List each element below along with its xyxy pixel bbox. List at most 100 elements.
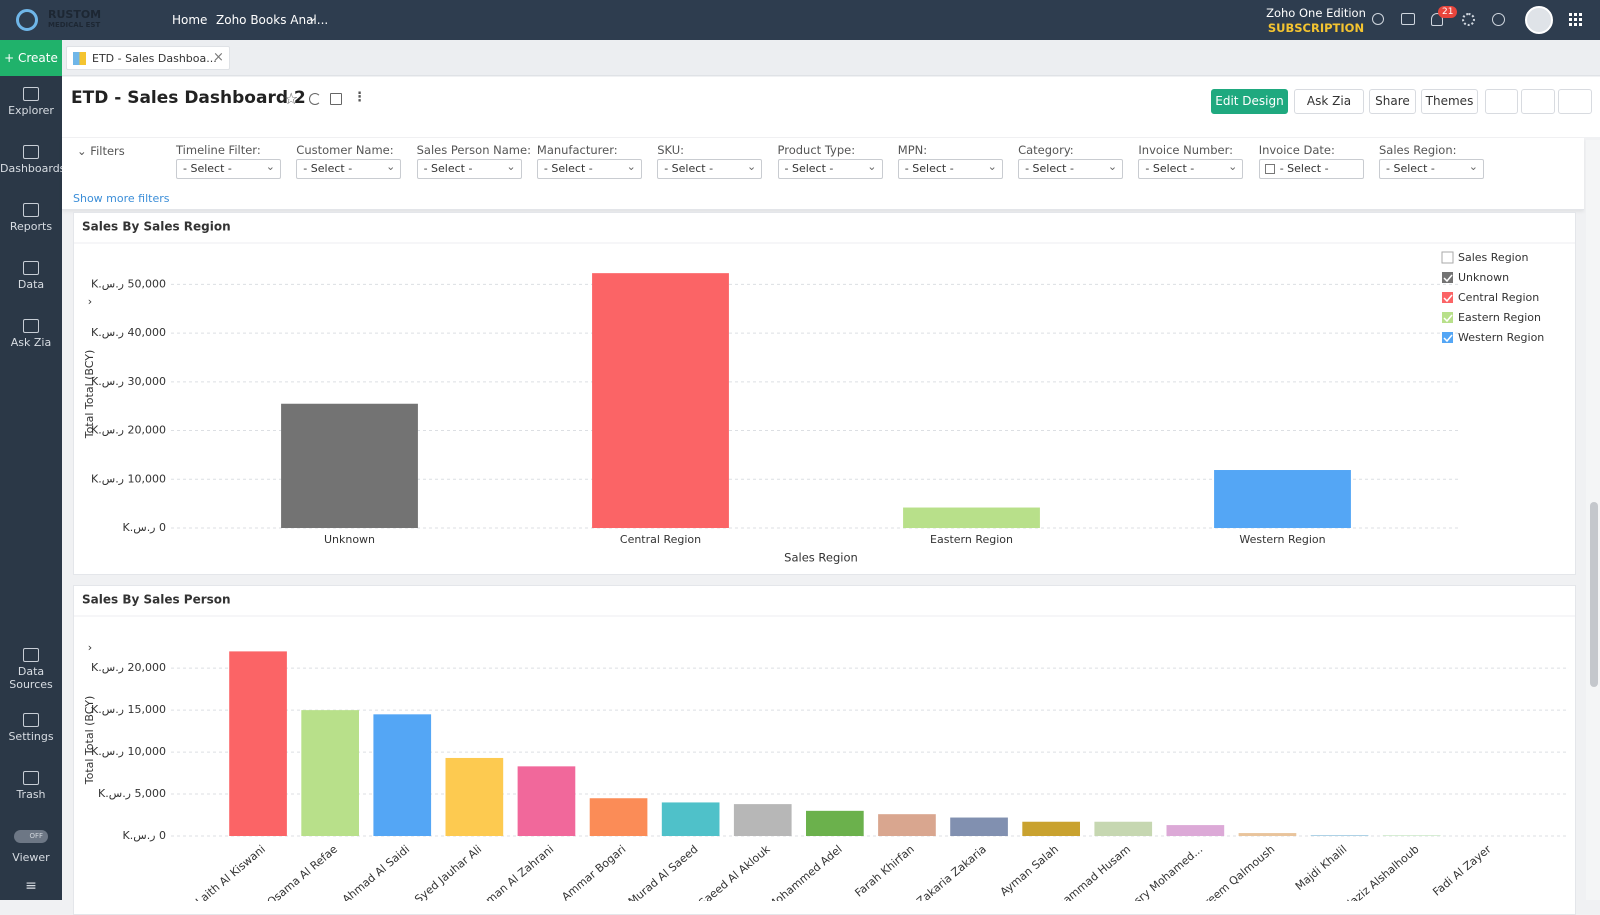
dropdown-arrow: ⌄ bbox=[1108, 158, 1117, 176]
bar bbox=[950, 818, 1008, 836]
create-label: Create bbox=[18, 51, 58, 65]
filter-dropdown[interactable]: - Select -⌄ bbox=[296, 159, 401, 179]
share-button[interactable]: Share bbox=[1369, 89, 1416, 114]
subscription[interactable]: SUBSCRIPTION bbox=[1260, 21, 1372, 35]
settings-button[interactable] bbox=[1558, 89, 1592, 114]
bar bbox=[1022, 822, 1080, 836]
filter-dropdown[interactable]: - Select -⌄ bbox=[417, 159, 522, 179]
x-tick-label: Farah Khirfan bbox=[852, 843, 916, 900]
avatar[interactable] bbox=[1525, 6, 1553, 34]
nav-reports[interactable]: Reports bbox=[0, 203, 62, 233]
logo-text: RUSTOM bbox=[48, 10, 101, 20]
y-tick-label: 10,000 ر.س.K bbox=[91, 745, 166, 758]
comment-button[interactable] bbox=[1521, 89, 1555, 114]
filter-placeholder: - Select - bbox=[544, 162, 593, 175]
filter-dropdown[interactable]: - Select - ⌄ bbox=[1018, 159, 1123, 179]
filter-dropdown[interactable]: - Select -⌄ bbox=[176, 159, 281, 179]
search-icon[interactable] bbox=[1372, 13, 1384, 25]
filter-dropdown[interactable]: - Select -⌄ bbox=[778, 159, 883, 179]
edition: Zoho One Edition bbox=[1260, 6, 1372, 20]
nav-data-sources[interactable]: Data Sources bbox=[0, 648, 62, 691]
legend-label: Eastern Region bbox=[1458, 311, 1541, 324]
apps-icon[interactable] bbox=[1569, 13, 1582, 26]
filter-label: Product Type: bbox=[778, 143, 856, 157]
nav-dashboards[interactable]: Dashboards bbox=[0, 145, 62, 175]
more-icon[interactable]: ⋮ bbox=[353, 90, 366, 105]
nav-settings[interactable]: Settings bbox=[0, 713, 62, 743]
x-axis-label: Sales Region bbox=[784, 551, 858, 565]
x-tick-label: areem Qalmoush bbox=[1197, 843, 1278, 901]
filter-dropdown[interactable]: - Select -⌄ bbox=[1379, 159, 1484, 179]
filter-placeholder: - Select - bbox=[1266, 162, 1329, 175]
filter-dropdown[interactable]: - Select -⌄ bbox=[657, 159, 762, 179]
filter-label: MPN: bbox=[898, 143, 927, 157]
tab-close[interactable]: × bbox=[213, 50, 224, 65]
tab[interactable]: ETD - Sales Dashboa... × bbox=[66, 46, 230, 70]
y-tick-label: 30,000 ر.س.K bbox=[91, 375, 166, 388]
collapse-icon[interactable]: ≡ bbox=[0, 880, 62, 893]
x-tick-label: Saeed Al Aklouk bbox=[696, 842, 773, 901]
x-tick-label: hman Al Zahrani bbox=[478, 843, 556, 901]
nav-ask-zia[interactable]: Ask Zia bbox=[0, 319, 62, 349]
ask-zia-button[interactable]: Ask Zia bbox=[1294, 89, 1364, 114]
filter-label: Category: bbox=[1018, 143, 1074, 157]
filters-toggle[interactable]: ⌄ Filters bbox=[77, 144, 125, 158]
edit-design-button[interactable]: Edit Design bbox=[1211, 89, 1288, 114]
scroll-thumb[interactable] bbox=[1590, 502, 1598, 687]
legend-title: Sales Region bbox=[1458, 251, 1528, 264]
x-tick-label: Central Region bbox=[620, 533, 701, 546]
filter-placeholder: - Select - bbox=[1145, 162, 1194, 175]
nav-home[interactable]: Home bbox=[172, 13, 207, 27]
bar bbox=[281, 404, 418, 528]
filter-placeholder: - Select - bbox=[1025, 162, 1074, 175]
x-tick-label: Murad Al Saeed bbox=[626, 843, 701, 901]
y-tick-label: 40,000 ر.س.K bbox=[91, 326, 166, 339]
bar bbox=[878, 814, 936, 836]
filter-label: Invoice Date: bbox=[1259, 143, 1335, 157]
tab-icon bbox=[73, 52, 86, 65]
filter-dropdown[interactable]: - Select -⌄ bbox=[537, 159, 642, 179]
legend-label: Unknown bbox=[1458, 271, 1509, 284]
favorite-icon[interactable]: ☆ bbox=[284, 89, 298, 108]
bar bbox=[1214, 470, 1351, 528]
legend-label: Western Region bbox=[1458, 331, 1544, 344]
filter-label: Manufacturer: bbox=[537, 143, 618, 157]
y-tick-label: 15,000 ر.س.K bbox=[91, 703, 166, 716]
bar bbox=[518, 766, 576, 836]
label: Settings bbox=[8, 730, 53, 743]
x-tick-label: Fadi Al Zayer bbox=[1430, 842, 1494, 898]
x-tick-label: d Zakaria Zakaria bbox=[906, 843, 989, 901]
chat-icon[interactable] bbox=[1401, 13, 1415, 25]
y-axis-label: Total Total (BCY) bbox=[83, 696, 96, 786]
bar bbox=[662, 802, 720, 836]
create-button[interactable]: + Create bbox=[0, 40, 62, 76]
filter-dropdown[interactable]: - Select - bbox=[1259, 159, 1364, 179]
filter-placeholder: - Select - bbox=[303, 162, 352, 175]
y-tick-label: 0 ر.س.K bbox=[123, 829, 166, 842]
show-more-filters[interactable]: Show more filters bbox=[73, 192, 170, 205]
y-tick-label: 5,000 ر.س.K bbox=[98, 787, 166, 800]
nav-explorer[interactable]: Explorer bbox=[0, 87, 62, 117]
nav-data[interactable]: Data bbox=[0, 261, 62, 291]
dashboard-title: ETD - Sales Dashboard 2 bbox=[71, 88, 306, 108]
filter-dropdown[interactable]: - Select -⌄ bbox=[1138, 159, 1243, 179]
dropdown-arrow: ⌄ bbox=[1469, 158, 1478, 176]
refresh-icon[interactable] bbox=[309, 93, 321, 105]
dropdown-arrow: ⌄ bbox=[867, 158, 876, 176]
legend-checkbox bbox=[1442, 252, 1453, 263]
viewer-toggle[interactable]: OFF bbox=[14, 830, 48, 843]
y-axis-label: Total Total (BCY) bbox=[83, 350, 96, 440]
settings-icon[interactable] bbox=[1462, 13, 1475, 26]
filter-dropdown[interactable]: - Select -⌄ bbox=[898, 159, 1003, 179]
chart-title: Sales By Sales Person bbox=[82, 593, 231, 607]
save-icon[interactable] bbox=[330, 93, 342, 105]
viewer-label: Viewer bbox=[0, 851, 62, 864]
nav-trash[interactable]: Trash bbox=[0, 771, 62, 801]
bar bbox=[373, 714, 431, 836]
help-icon[interactable] bbox=[1492, 13, 1505, 26]
x-tick-label: Ahmad Al Saidi bbox=[340, 843, 412, 901]
export-button[interactable] bbox=[1485, 89, 1518, 114]
notification-badge: 21 bbox=[1438, 6, 1457, 18]
themes-button[interactable]: Themes bbox=[1421, 89, 1478, 114]
